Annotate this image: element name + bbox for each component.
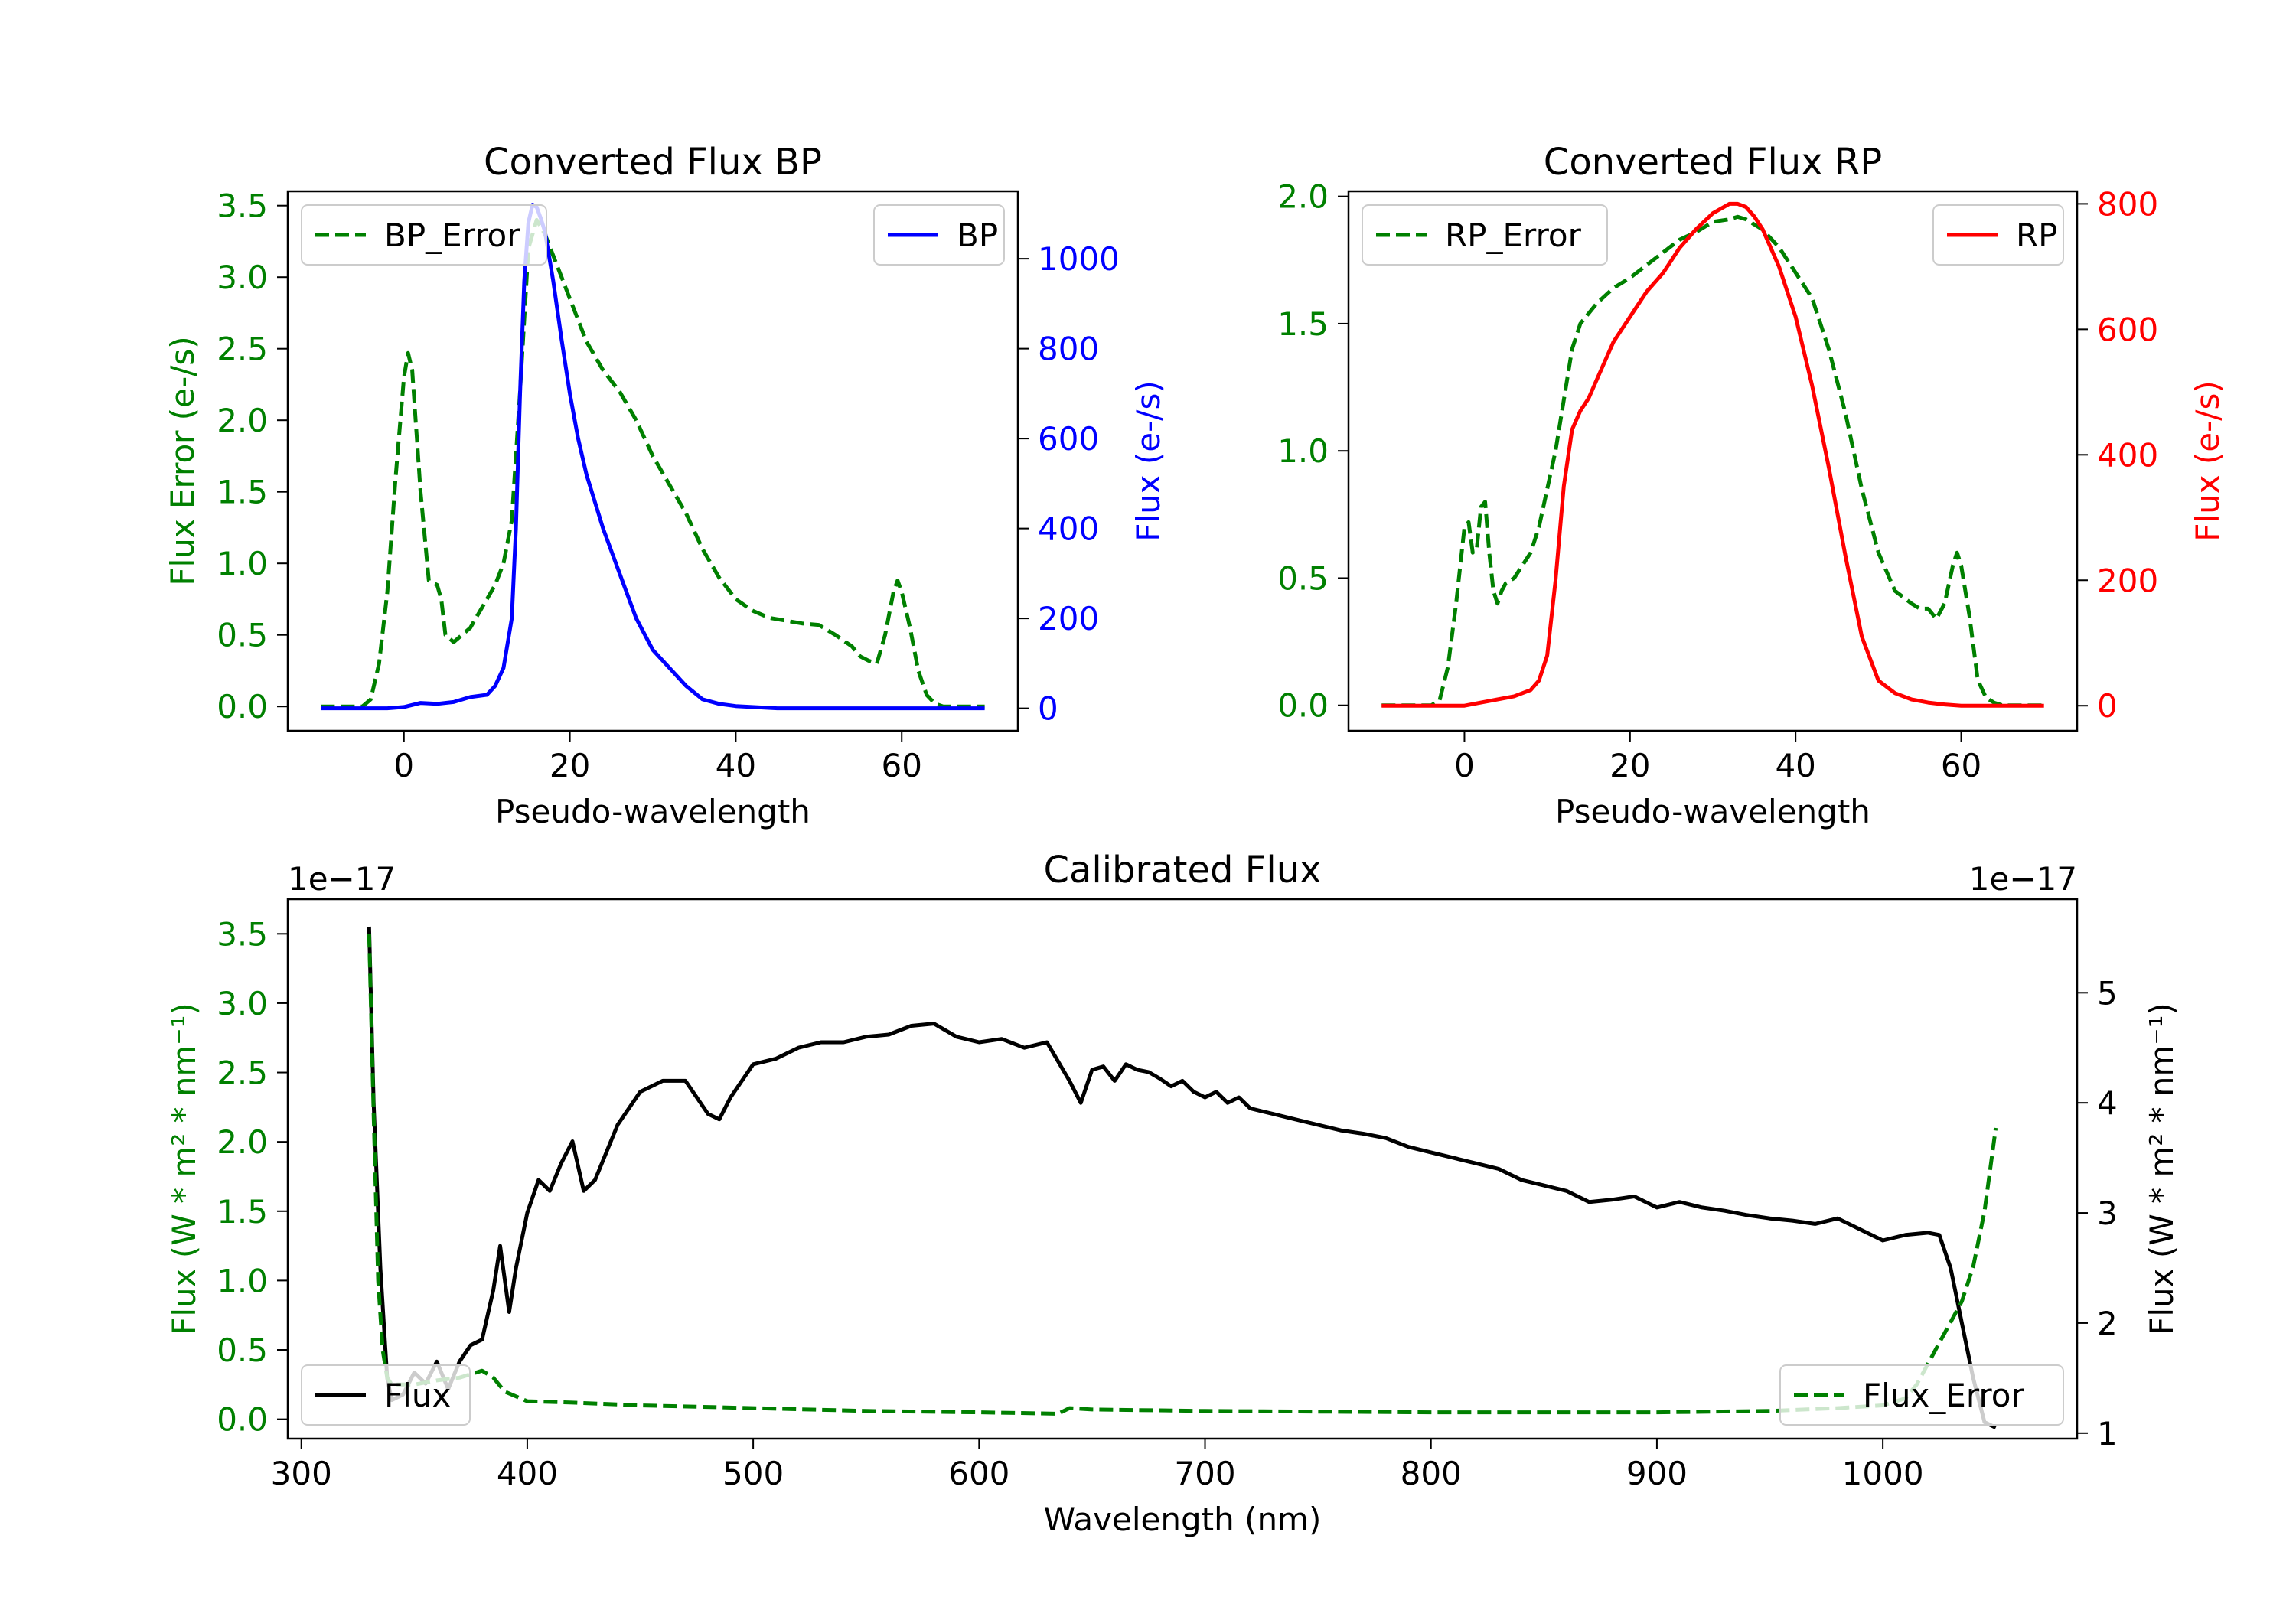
y-tick-label-left: 0.5 — [217, 617, 268, 654]
y-tick-label-right: 400 — [1038, 510, 1099, 548]
y-tick-label-right: 1000 — [1038, 240, 1120, 278]
y-tick-label-left: 1.5 — [1277, 305, 1329, 343]
x-tick-label: 800 — [1401, 1455, 1462, 1492]
y-axis-label-right: Flux (e-/s) — [2189, 380, 2226, 541]
x-tick-label: 40 — [1775, 747, 1815, 784]
y-tick-label-left: 3.0 — [217, 985, 268, 1022]
y-tick-label-left: 2.5 — [217, 331, 268, 368]
legend-label: RP_Error — [1445, 217, 1582, 254]
y-axis-label-right: Flux (e-/s) — [1130, 380, 1167, 541]
legend-rp-error: RP_Error — [1362, 204, 1608, 266]
chart-title: Converted Flux RP — [1544, 141, 1882, 184]
legend-box — [301, 1364, 471, 1426]
plot-frame — [286, 190, 1019, 732]
plot-frame — [286, 898, 2079, 1440]
x-tick-label: 600 — [948, 1455, 1009, 1492]
y-axis-label-left: Flux (W * m² * nm⁻¹) — [165, 1002, 203, 1335]
legend-label: Flux_Error — [1863, 1377, 2024, 1414]
y-tick-label-left: 1.0 — [217, 1262, 268, 1299]
y-tick-label-right: 4 — [2097, 1084, 2118, 1122]
chart-title: Calibrated Flux — [1043, 849, 1321, 892]
x-axis-label: Pseudo-wavelength — [495, 793, 810, 830]
legend-box — [873, 204, 1005, 266]
y-tick-label-left: 2.0 — [217, 402, 268, 439]
y-tick-label-left: 3.5 — [217, 187, 268, 225]
y-axis-label-right: Flux (W * m² * nm⁻¹) — [2143, 1002, 2180, 1335]
y-tick-label-left: 0.5 — [1277, 559, 1329, 597]
legend-box — [1779, 1364, 2064, 1426]
y-tick-label-right: 1 — [2097, 1415, 2118, 1452]
y-tick-label-right: 800 — [1038, 331, 1099, 368]
plot-frame — [1347, 190, 2079, 732]
x-tick-label: 900 — [1626, 1455, 1688, 1492]
y-tick-label-left: 2.0 — [217, 1123, 268, 1161]
x-axis-label: Pseudo-wavelength — [1555, 793, 1870, 830]
series-bp — [321, 203, 985, 711]
y-tick-label-left: 3.0 — [217, 259, 268, 296]
x-tick-label: 60 — [1941, 747, 1981, 784]
y-tick-label-left: 0.0 — [217, 1401, 268, 1439]
legend-box — [1932, 204, 2064, 266]
y-tick-label-left: 1.5 — [217, 474, 268, 511]
chart-3: 300 400 500 600 700 800 900 1000 0.0 0.5 1.0 1.5 2.0… — [165, 849, 2180, 1538]
series-flux — [367, 926, 1997, 1429]
legend-rp: RP — [1932, 204, 2064, 266]
y-axis-label-left: Flux Error (e-/s) — [164, 336, 201, 585]
y-tick-label-left: 1.5 — [217, 1193, 268, 1231]
charts: 0 20 40 600.00.51.01.52.02.53.03.5020040060… — [164, 141, 2226, 1538]
x-tick-label: 400 — [497, 1455, 558, 1492]
legend-label: RP — [2016, 217, 2058, 254]
offset-label-right: 1e−17 — [1969, 860, 2077, 898]
x-tick-label: 500 — [722, 1455, 784, 1492]
legend-flux: Flux — [301, 1364, 471, 1426]
chart-title: Converted Flux BP — [484, 141, 822, 184]
chart-2: 0 20 40 600.00.51.01.52.00200400600800Conve… — [164, 141, 2226, 830]
y-tick-label-left: 1.0 — [1277, 432, 1329, 470]
x-tick-label: 700 — [1174, 1455, 1235, 1492]
y-tick-label-right: 0 — [1038, 690, 1058, 728]
legend-label: Flux — [384, 1377, 451, 1414]
legend-label: BP — [957, 217, 998, 254]
x-tick-label: 60 — [882, 747, 922, 784]
x-tick-label: 300 — [271, 1455, 332, 1492]
legend-box — [1362, 204, 1608, 266]
legend-flux-error: Flux_Error — [1779, 1364, 2064, 1426]
y-tick-label-left: 2.0 — [1277, 178, 1329, 216]
y-tick-label-left: 3.5 — [217, 915, 268, 953]
y-tick-label-left: 1.0 — [217, 545, 268, 582]
x-tick-label: 20 — [550, 747, 590, 784]
y-tick-label-right: 600 — [2097, 311, 2158, 348]
y-tick-label-right: 200 — [1038, 600, 1099, 637]
x-tick-label: 1000 — [1842, 1455, 1924, 1492]
y-tick-label-left: 0.0 — [217, 688, 268, 725]
y-tick-label-left: 2.5 — [217, 1054, 268, 1092]
y-tick-label-right: 0 — [2097, 687, 2118, 725]
chart-1: 0 20 40 60 0.0 0.5 1.0 1.5 2.0 2.5 3.0 3.5 0 200 400 60… — [164, 141, 1167, 830]
legend-box — [301, 204, 547, 266]
y-tick-label-right: 400 — [2097, 436, 2158, 474]
y-tick-label-right: 5 — [2097, 974, 2118, 1012]
x-tick-label: 20 — [1609, 747, 1650, 784]
y-tick-label-left: 0.0 — [1277, 687, 1329, 725]
y-tick-label-left: 0.5 — [217, 1332, 268, 1369]
x-axis-label: Wavelength (nm) — [1044, 1501, 1322, 1538]
legend-bp: BP — [873, 204, 1005, 266]
offset-label-left: 1e−17 — [288, 860, 396, 898]
y-tick-label-right: 600 — [1038, 420, 1099, 458]
y-tick-label-right: 2 — [2097, 1305, 2118, 1342]
x-tick-label: 40 — [716, 747, 756, 784]
y-tick-label-right: 200 — [2097, 562, 2158, 599]
y-tick-label-right: 3 — [2097, 1195, 2118, 1232]
y-tick-label-right: 800 — [2097, 185, 2158, 223]
x-tick-label: 0 — [393, 747, 414, 784]
series-rp-error — [1381, 214, 2044, 708]
y-axis-label-left: Flux Error (e-/s) — [164, 336, 201, 585]
x-tick-label: 0 — [1454, 747, 1475, 784]
series-rp — [1381, 201, 2044, 708]
legend-label: BP_Error — [384, 217, 520, 254]
legend-bp-error: BP_Error — [301, 204, 547, 266]
